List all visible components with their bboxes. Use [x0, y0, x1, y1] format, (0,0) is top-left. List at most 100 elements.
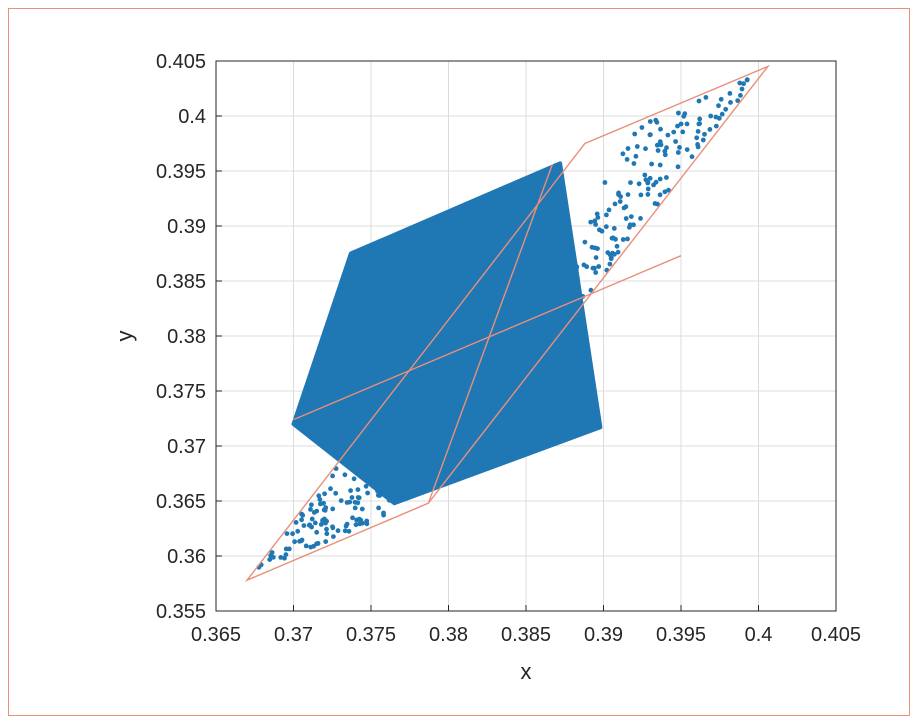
scatter-point [582, 239, 588, 245]
scatter-point [652, 201, 658, 206]
scatter-point [330, 506, 336, 512]
scatter-point [443, 339, 449, 345]
scatter-point [592, 245, 598, 251]
scatter-point [303, 543, 309, 549]
scatter-point [592, 265, 597, 271]
scatter-point [677, 145, 682, 150]
scatter-point [455, 320, 460, 326]
scatter-point [322, 507, 328, 513]
scatter-point [347, 460, 353, 466]
scatter-point [647, 132, 653, 138]
scatter-point [593, 270, 599, 275]
scatter-point [697, 116, 703, 122]
scatter-point [639, 125, 645, 130]
scatter-point [308, 507, 313, 512]
scatter-point [607, 261, 613, 267]
scatter-point [449, 319, 455, 325]
scatter-point [593, 222, 598, 227]
scatter-point [342, 472, 348, 478]
scatter-point [383, 434, 389, 440]
scatter-point [716, 103, 721, 109]
y-tick-label: 0.39 [167, 216, 206, 238]
scatter-point [645, 180, 651, 186]
scatter-point [405, 431, 411, 437]
scatter-point [695, 129, 701, 134]
scatter-point [608, 256, 614, 262]
scatter-point [689, 154, 695, 160]
diagonal-line [427, 164, 554, 504]
scatter-point [628, 214, 634, 220]
scatter-point [612, 251, 617, 257]
scatter-point [645, 186, 651, 192]
scatter-point [657, 139, 663, 145]
scatter-point [477, 291, 483, 296]
scatter-point [638, 216, 643, 221]
scatter-point [312, 520, 318, 526]
scatter-point [625, 236, 630, 242]
scatter-point [335, 528, 341, 534]
scatter-point [700, 137, 706, 143]
y-tick-label: 0.36 [167, 546, 206, 568]
scatter-point [675, 164, 681, 170]
scatter-point [320, 518, 325, 523]
scatter-point [381, 510, 386, 516]
scatter-point [362, 444, 367, 449]
scatter-point [468, 293, 473, 299]
scatter-point [643, 146, 648, 152]
scatter-point [368, 446, 373, 452]
scatter-point [416, 436, 421, 441]
scatter-point [713, 123, 719, 129]
scatter-point [295, 528, 301, 534]
scatter-point [599, 228, 605, 234]
scatter-point [684, 147, 690, 153]
scatter-point [384, 475, 389, 481]
scatter-point [642, 172, 648, 178]
scatter-point [664, 175, 669, 180]
x-tick-label: 0.38 [429, 624, 468, 646]
x-tick-label: 0.4 [745, 624, 773, 646]
x-tick-label: 0.365 [191, 624, 241, 646]
scatter-point [343, 523, 349, 529]
scatter-point [631, 161, 637, 166]
scatter-point [675, 123, 680, 129]
scatter-point [353, 522, 359, 528]
scatter-point [466, 308, 472, 314]
scatter-point [346, 528, 352, 534]
scatter-point [612, 201, 618, 207]
scatter-point [409, 439, 415, 445]
scatter-point [546, 323, 551, 329]
scatter-point [396, 427, 402, 432]
scatter-point [391, 456, 397, 462]
scatter-point [299, 537, 305, 543]
scatter-point [625, 192, 631, 198]
scatter-point [741, 81, 746, 87]
x-tick-label: 0.39 [584, 624, 623, 646]
scatter-point [593, 255, 599, 260]
scatter-point [603, 224, 609, 230]
scatter-point [392, 428, 398, 434]
scatter-point [465, 312, 471, 318]
scatter-point [594, 211, 600, 217]
scatter-point [658, 126, 663, 132]
scatter-point [623, 216, 629, 221]
scatter-point [454, 333, 460, 339]
scatter-point [376, 505, 381, 511]
scatter-point [314, 541, 319, 547]
scatter-point [350, 515, 355, 521]
scatter-point [385, 454, 391, 459]
scatter-point [314, 529, 320, 535]
x-tick-label: 0.405 [811, 624, 861, 646]
scatter-point [365, 454, 370, 460]
scatter-point [657, 162, 663, 168]
scatter-point [386, 463, 392, 468]
scatter-point [697, 121, 702, 126]
x-tick-label: 0.395 [656, 624, 706, 646]
scatter-point [616, 190, 621, 196]
scatter-point [385, 427, 391, 433]
scatter-point [529, 351, 535, 357]
scatter-point [416, 414, 422, 419]
scatter-point [718, 96, 724, 102]
scatter-point [723, 106, 729, 112]
scatter-point [621, 205, 627, 211]
scatter-point [290, 531, 295, 537]
